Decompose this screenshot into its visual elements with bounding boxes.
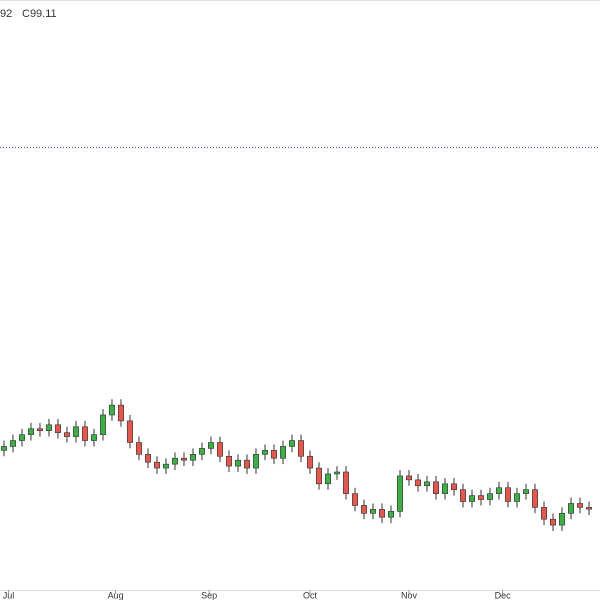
candle-body bbox=[81, 426, 88, 441]
candle-body bbox=[54, 424, 61, 433]
candle-body bbox=[577, 503, 584, 508]
candle-body bbox=[324, 473, 331, 485]
candle-body bbox=[406, 475, 413, 481]
candle-body bbox=[252, 453, 259, 469]
candle-body bbox=[306, 455, 313, 469]
candle-body bbox=[0, 446, 7, 451]
candle-body bbox=[189, 453, 196, 461]
candle-body bbox=[207, 442, 214, 449]
candle-body bbox=[297, 440, 304, 457]
candle-body bbox=[63, 432, 70, 437]
candle-body bbox=[36, 428, 43, 432]
candle-body bbox=[288, 440, 295, 447]
candle-body bbox=[72, 426, 79, 437]
candle-body bbox=[9, 440, 16, 447]
candle-body bbox=[171, 457, 178, 465]
candle-body bbox=[45, 424, 52, 431]
candle-body bbox=[514, 493, 521, 502]
candle-body bbox=[469, 495, 476, 502]
x-tick-label: Nov bbox=[401, 590, 418, 600]
candle-body bbox=[279, 446, 286, 459]
candle-body bbox=[234, 459, 241, 467]
candle-body bbox=[99, 414, 106, 435]
candle-body bbox=[487, 493, 494, 500]
candle-body bbox=[378, 509, 385, 518]
candle-body bbox=[144, 453, 151, 463]
x-tick-label: Sep bbox=[201, 590, 217, 600]
candle-body bbox=[333, 471, 340, 475]
candle-body bbox=[243, 459, 250, 469]
candle-body bbox=[541, 507, 548, 520]
candle-body bbox=[460, 489, 467, 502]
candle-body bbox=[559, 512, 566, 526]
candle-body bbox=[442, 483, 449, 494]
legend-text: 92 bbox=[0, 8, 12, 20]
candle-body bbox=[216, 442, 223, 457]
candle-body bbox=[568, 503, 575, 514]
candle-body bbox=[270, 450, 277, 459]
candle-body bbox=[108, 404, 115, 416]
candle-body bbox=[261, 450, 268, 455]
candle-body bbox=[126, 420, 133, 443]
candle-body bbox=[415, 479, 422, 487]
x-tick-label: Jul bbox=[3, 590, 15, 600]
candle-body bbox=[505, 487, 512, 502]
candle-body bbox=[451, 483, 458, 490]
candle-body bbox=[90, 434, 97, 441]
candle-body bbox=[225, 455, 232, 467]
candle-body bbox=[532, 489, 539, 508]
candle-body bbox=[117, 404, 124, 422]
candle-body bbox=[396, 475, 404, 512]
candle-body bbox=[387, 511, 394, 518]
candle-body bbox=[162, 463, 169, 469]
x-tick-label: Oct bbox=[303, 590, 318, 600]
candle-body bbox=[424, 481, 431, 487]
candle-body bbox=[369, 509, 376, 514]
candle-body bbox=[360, 505, 367, 514]
candle-body bbox=[135, 442, 142, 455]
candle-body bbox=[496, 487, 503, 494]
x-tick-label: Aug bbox=[108, 590, 124, 600]
candle-body bbox=[550, 518, 557, 526]
legend-text: C99.11 bbox=[22, 8, 57, 20]
candle-body bbox=[523, 489, 530, 494]
candle-body bbox=[342, 471, 349, 494]
candle-body bbox=[18, 434, 25, 441]
candle-body bbox=[198, 448, 205, 455]
x-tick-label: Dec bbox=[495, 590, 512, 600]
candle-body bbox=[180, 457, 187, 461]
candle-body bbox=[351, 493, 358, 506]
candle-body bbox=[433, 481, 440, 494]
candle-body bbox=[315, 467, 322, 485]
candle-body bbox=[478, 495, 485, 500]
candle-body bbox=[153, 461, 160, 469]
candle-body bbox=[586, 507, 593, 510]
candle-body bbox=[27, 428, 34, 435]
